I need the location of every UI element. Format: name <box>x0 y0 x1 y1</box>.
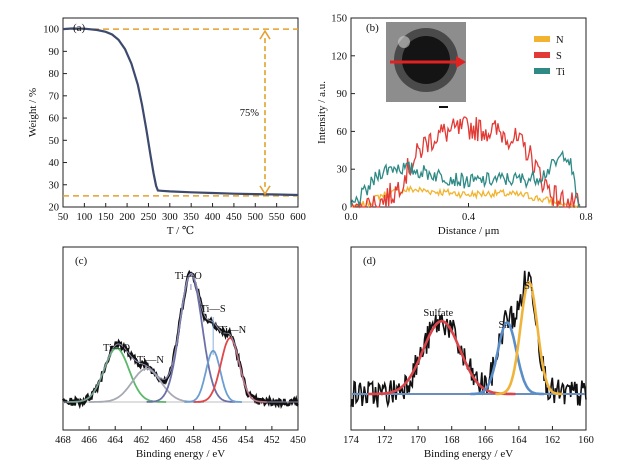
panel-d-x-tick-label: 164 <box>511 435 528 446</box>
panel-c-x-tick-label: 456 <box>212 435 228 446</box>
panel-b-label: (b) <box>366 22 379 34</box>
panel-b-series-Ti <box>350 149 581 208</box>
panel-d-peak-0 <box>367 319 516 396</box>
panel-a-y-tick-label: 100 <box>43 25 59 36</box>
panel-a-x-tick-label: 350 <box>183 212 199 223</box>
panel-a-y-tick-label: 70 <box>49 91 60 102</box>
panel-c-envelope <box>63 272 298 403</box>
panel-d-peak-label-2: S₁ <box>524 281 534 292</box>
panel-d-x-label: Binding energy / eV <box>424 448 513 460</box>
panel-a-x-tick-label: 100 <box>76 212 92 223</box>
panel-b-y-tick-label: 0 <box>342 203 347 214</box>
panel-d-peak-2 <box>495 280 563 396</box>
panel-b-series-S <box>350 116 581 210</box>
panel-d-x-tick-label: 168 <box>444 435 460 446</box>
panel-d-x-tick-label: 162 <box>545 435 561 446</box>
panel-a-x-tick-label: 250 <box>141 212 157 223</box>
panel-d-peak-label-0: Sulfate <box>423 308 453 319</box>
panel-d-label: (d) <box>363 255 376 267</box>
panel-d-x-tick-label: 170 <box>410 435 426 446</box>
panel-b-legend-swatch-Ti <box>534 68 550 74</box>
panel-a-x-tick-label: 550 <box>269 212 285 223</box>
panel-a-y-tick-label: 50 <box>49 136 60 147</box>
panel-c-x-tick-label: 454 <box>238 435 255 446</box>
panel-c-x-tick-label: 462 <box>133 435 149 446</box>
panel-c-label: (c) <box>75 255 88 267</box>
panel-d-raw-data <box>350 270 587 409</box>
panel-a-frame <box>62 17 299 208</box>
panel-a-x-tick-label: 600 <box>290 212 306 223</box>
panel-b-y-tick-label: 90 <box>337 89 348 100</box>
panel-c-x-tick-label: 450 <box>290 435 306 446</box>
panel-d-x-tick-label: 172 <box>377 435 393 446</box>
panel-c-x-tick-label: 464 <box>107 435 124 446</box>
panel-c-peak-label-2: Ti—O <box>175 271 202 282</box>
panel-c-peak-label-4: Ti—N <box>219 325 246 336</box>
panel-b-legend-label-N: N <box>556 35 564 46</box>
panel-d-x-tick-label: 160 <box>578 435 594 446</box>
panel-c-frame <box>62 246 299 431</box>
panel-c-peak-2 <box>146 273 236 403</box>
panel-a-annotation: 75% <box>240 108 260 119</box>
panel-b-tem-scan-arrow-head <box>456 56 466 68</box>
panel-a-x-tick-label: 150 <box>98 212 114 223</box>
panel-c-peak-1 <box>89 367 204 403</box>
panel-a-x-tick-label: 500 <box>247 212 263 223</box>
panel-a-x-tick-label: 50 <box>58 212 69 223</box>
panel-c-x-tick-label: 452 <box>264 435 280 446</box>
panel-a-y-tick-label: 20 <box>49 203 60 214</box>
panel-a-x-tick-label: 450 <box>226 212 242 223</box>
panel-b-y-tick-label: 30 <box>337 165 348 176</box>
panel-c-x-label: Binding energy / eV <box>136 448 225 460</box>
panel-d-frame <box>350 246 587 431</box>
panel-a-arrow-head-up <box>259 29 271 40</box>
panel-c-peak-label-1: Ti—N <box>137 355 164 366</box>
panel-a-arrow-head-down <box>259 185 271 196</box>
panel-a-x-label: T / ℃ <box>167 225 194 237</box>
panel-b-x-tick-label: 0.8 <box>579 212 592 223</box>
panel-d-x-tick-label: 166 <box>477 435 493 446</box>
panel-b-x-tick-label: 0.0 <box>344 212 357 223</box>
panel-b-x-tick-label: 0.4 <box>462 212 476 223</box>
panel-d-x-tick-label: 174 <box>343 435 360 446</box>
panel-b-legend-swatch-N <box>534 36 550 42</box>
panel-d-peak-label-1: Sₙ <box>499 320 510 331</box>
panel-c-peak-label-3: Ti—S <box>200 304 225 315</box>
panel-b-y-tick-label: 60 <box>337 127 348 138</box>
panel-a-label: (a) <box>73 22 86 34</box>
panel-b-legend-label-Ti: Ti <box>556 67 565 78</box>
panel-a-tga-curve <box>62 27 299 197</box>
panel-c-x-tick-label: 458 <box>186 435 202 446</box>
panel-b-tem-bright-spot <box>398 36 410 48</box>
panel-c-x-tick-label: 460 <box>160 435 176 446</box>
panel-a-x-tick-label: 300 <box>162 212 178 223</box>
panel-c-peak-label-0: Ti—O <box>103 343 130 354</box>
panel-b-y-tick-label: 150 <box>331 14 347 25</box>
panel-a-y-tick-label: 80 <box>49 69 60 80</box>
panel-d-peak-1 <box>470 321 544 396</box>
panel-a-x-tick-label: 400 <box>205 212 221 223</box>
panel-a-y-tick-label: 30 <box>49 180 60 191</box>
panel-b-y-label: Intensity / a.u. <box>316 81 328 144</box>
panel-a-y-tick-label: 60 <box>49 114 60 125</box>
panel-a-y-tick-label: 90 <box>49 47 60 58</box>
panel-b-legend-swatch-S <box>534 52 550 58</box>
panel-b-x-label: Distance / μm <box>438 225 500 237</box>
panel-b-legend-label-S: S <box>556 51 562 62</box>
panel-a-y-tick-label: 40 <box>49 158 60 169</box>
panel-b-y-tick-label: 120 <box>331 51 347 62</box>
panel-b-tem-particle <box>402 36 450 84</box>
panel-a-y-label: Weight / % <box>27 88 39 137</box>
panel-c-peak-3 <box>184 349 242 403</box>
panel-c-x-tick-label: 468 <box>55 435 71 446</box>
panel-c-x-tick-label: 466 <box>81 435 97 446</box>
panel-a-x-tick-label: 200 <box>119 212 135 223</box>
